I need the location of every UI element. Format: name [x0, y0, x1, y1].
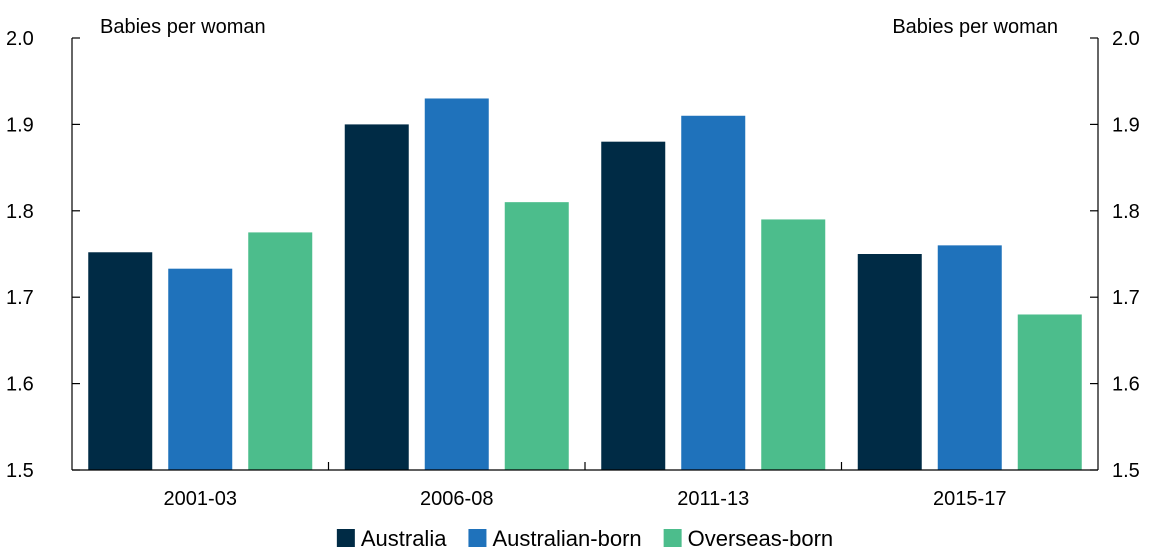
left-y-tick-label: 1.7: [6, 287, 34, 309]
x-category-label: 2006-08: [420, 488, 493, 510]
axes-layer: [71, 37, 1099, 471]
bar-australia-2006-08: [344, 124, 409, 471]
bar-overseas-born-2011-13: [761, 219, 826, 470]
right-y-tick-label: 1.8: [1112, 201, 1140, 223]
x-category-label: 2015-17: [933, 488, 1006, 510]
bar-australian-born-2011-13: [681, 115, 746, 470]
left-y-tick-label: 1.9: [6, 114, 34, 136]
x-category-label: 2001-03: [164, 488, 237, 510]
right-y-tick-label: 2.0: [1112, 28, 1140, 50]
bar-overseas-born-2006-08: [504, 202, 569, 470]
bar-australia-2001-03: [88, 252, 153, 470]
bar-overseas-born-2001-03: [248, 232, 313, 470]
legend-label-australian-born: Australian-born: [492, 526, 641, 551]
right-y-tick-label: 1.7: [1112, 287, 1140, 309]
x-category-label: 2011-13: [677, 488, 749, 510]
left-y-tick-label: 2.0: [6, 28, 34, 50]
legend: Australia Australian-born Overseas-born: [336, 526, 834, 551]
left-y-tick-label: 1.6: [6, 374, 34, 396]
right-y-tick-label: 1.9: [1112, 114, 1140, 136]
bars-layer: [88, 98, 1082, 471]
bar-australian-born-2006-08: [424, 98, 489, 470]
left-unit-label: Babies per woman: [100, 16, 266, 38]
right-unit-label: Babies per woman: [892, 16, 1058, 38]
legend-swatch-australia: [336, 529, 355, 547]
right-y-tick-label: 1.6: [1112, 374, 1140, 396]
left-y-tick-label: 1.5: [6, 460, 34, 482]
labels-layer: 1.5 1.5 1.6 1.6 1.7 1.7 1.8 1.8 1.9 1.9 2.0 2.0 2001…: [6, 28, 1140, 510]
legend-label-australia: Australia: [361, 526, 447, 551]
bar-australian-born-2015-17: [937, 245, 1002, 470]
bar-overseas-born-2015-17: [1017, 314, 1082, 470]
left-y-tick-label: 1.8: [6, 201, 34, 223]
bar-australia-2015-17: [857, 254, 922, 470]
bar-australia-2011-13: [601, 141, 666, 470]
legend-swatch-overseas-born: [663, 529, 682, 547]
legend-label-overseas-born: Overseas-born: [688, 526, 834, 551]
legend-swatch-australian-born: [468, 529, 487, 547]
bar-australian-born-2001-03: [168, 268, 233, 470]
right-y-tick-label: 1.5: [1112, 460, 1140, 482]
